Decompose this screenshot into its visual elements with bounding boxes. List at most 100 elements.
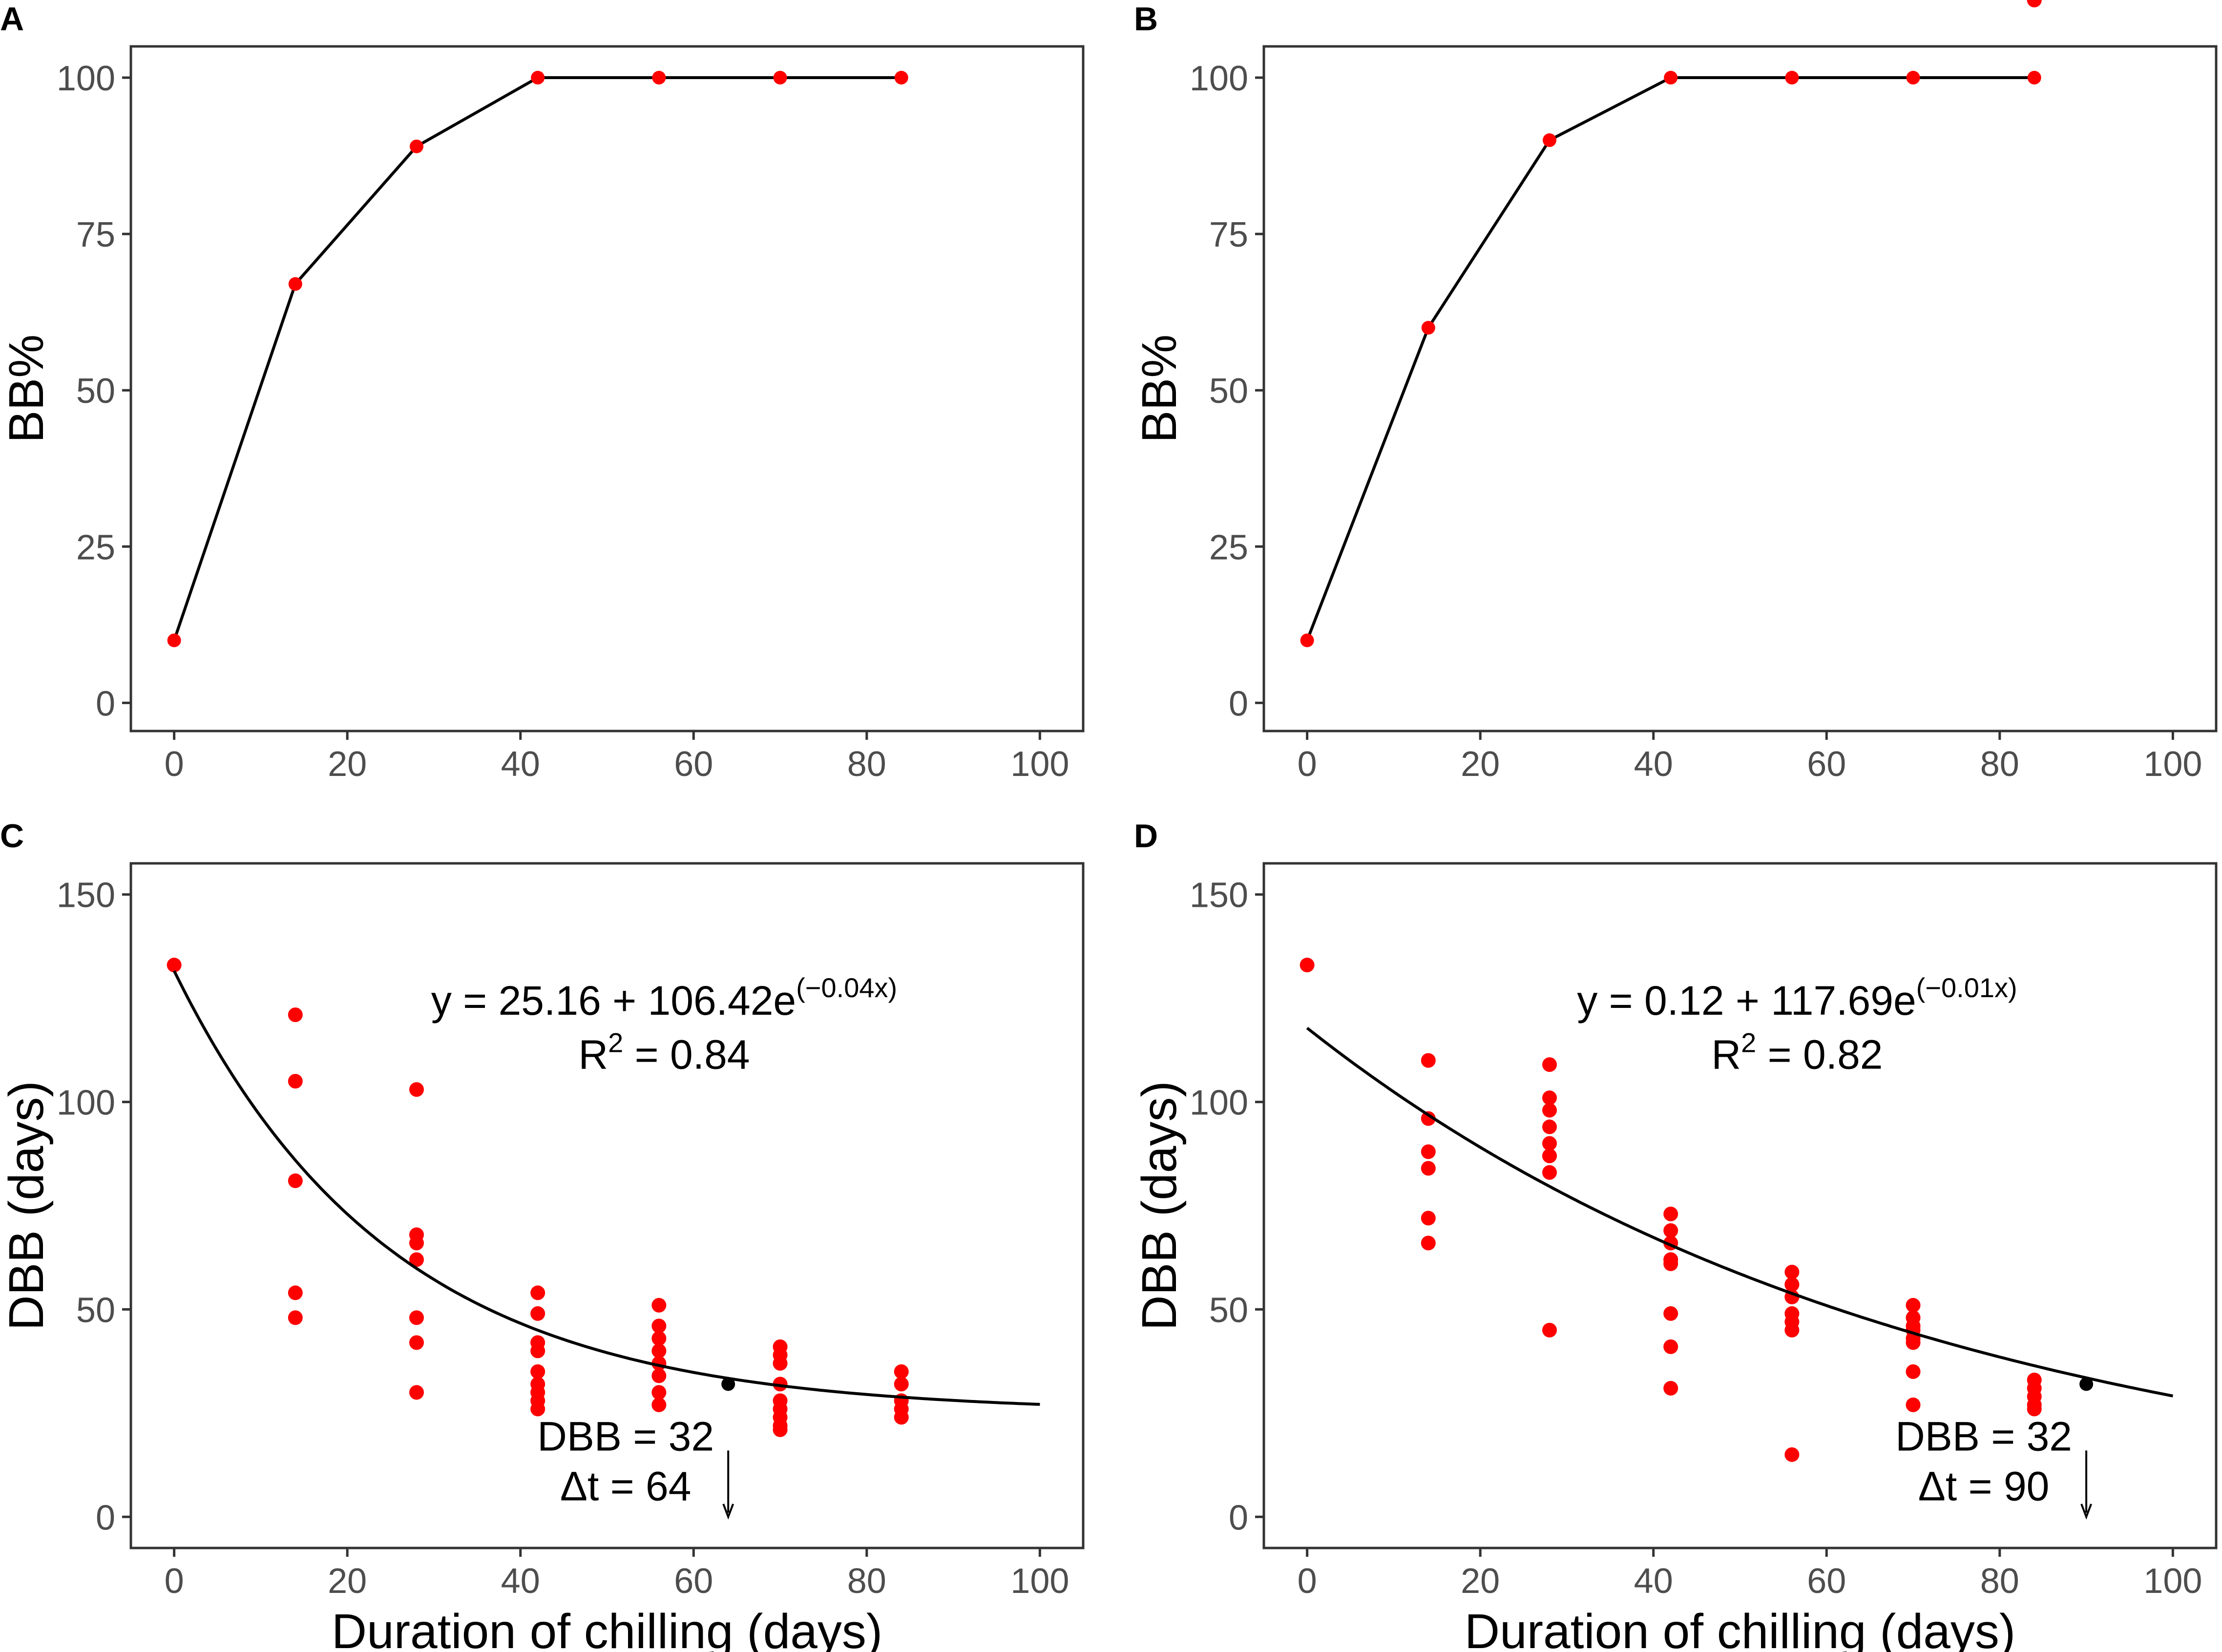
r-squared-label: R2 = 0.84: [578, 1027, 750, 1078]
x-tick-label: 20: [1461, 1562, 1500, 1601]
x-tick-label: 80: [1980, 1562, 2019, 1601]
marked-point: [2079, 1377, 2094, 1391]
data-point: [1542, 1136, 1557, 1151]
equation-main: y = 0.12 + 117.69e: [1577, 978, 1916, 1024]
chart-panel-b: 0 20 40 60 80 100 0 25 50 75 100 BB%: [1132, 45, 2218, 784]
data-point: [1663, 1306, 1678, 1321]
data-point: [1421, 1111, 1436, 1126]
y-axis-title: BB%: [1132, 335, 1187, 443]
data-point: [1542, 1057, 1557, 1072]
equation-exponent: (−0.04x): [796, 972, 897, 1003]
x-tick-label: 0: [165, 1562, 184, 1601]
data-point: [1421, 321, 1435, 335]
delta-t-label: Δt = 90: [1918, 1463, 2050, 1509]
data-point: [1906, 1297, 1921, 1313]
data-point: [1421, 1235, 1436, 1251]
x-tick-label: 40: [501, 745, 540, 784]
dbb-label: DBB = 32: [1895, 1413, 2072, 1459]
plot-frame: [129, 862, 1085, 1549]
data-point: [409, 1235, 424, 1251]
equation-label: y = 25.16 + 106.42e(−0.04x): [431, 972, 897, 1024]
chart-panel-c: 0 20 40 60 80 100 0 50 100 150 DBB (days) Duration …: [0, 862, 1085, 1652]
data-point: [1543, 133, 1556, 147]
panel-label-d: D: [1134, 817, 1158, 855]
fit-curve: [172, 970, 1040, 1406]
data-point: [2027, 1401, 2042, 1417]
y-tick-label: 0: [1229, 1498, 1248, 1537]
panel-label-b: B: [1134, 0, 1158, 38]
data-point: [288, 1074, 303, 1089]
delta-t-label: Δt = 64: [560, 1463, 692, 1509]
data-point: [1663, 1206, 1678, 1221]
x-tick-label: 80: [1980, 745, 2019, 784]
y-axis-title: DBB (days): [0, 1081, 54, 1330]
data-point: [2027, 0, 2042, 7]
r-squared-prefix: R: [1711, 1032, 1741, 1078]
data-point: [1663, 1223, 1678, 1238]
data-point: [288, 1285, 303, 1300]
x-axis-title: Duration of chilling (days): [1465, 1604, 2015, 1652]
y-tick-label: 100: [57, 1084, 115, 1123]
data-point: [288, 1173, 303, 1189]
x-tick-label: 60: [1807, 745, 1846, 784]
x-tick-label: 100: [1010, 745, 1069, 784]
x-tick-label: 0: [1298, 745, 1317, 784]
data-point: [773, 1356, 788, 1371]
x-tick-label: 20: [328, 1562, 367, 1601]
data-point: [288, 1310, 303, 1325]
arrow-head: [2080, 1504, 2092, 1520]
data-point: [167, 958, 182, 973]
data-point: [530, 1285, 545, 1300]
panel-label-c: C: [0, 817, 24, 855]
data-point: [1542, 1149, 1557, 1164]
data-point: [652, 71, 666, 85]
x-tick-label: 80: [847, 1562, 886, 1601]
y-tick-label: 0: [96, 684, 115, 723]
r-squared-label: R2 = 0.82: [1711, 1027, 1883, 1078]
data-point: [1906, 1364, 1921, 1379]
y-tick-label: 50: [1209, 1291, 1248, 1330]
data-point: [2027, 71, 2041, 85]
fit-curve: [1306, 1026, 2173, 1398]
y-tick-label: 50: [76, 1291, 115, 1330]
data-point: [1906, 1335, 1921, 1350]
data-point: [894, 1364, 909, 1379]
data-point: [1663, 1339, 1678, 1354]
x-tick-label: 20: [1461, 745, 1500, 784]
y-axis-title: BB%: [0, 335, 54, 443]
x-tick-label: 60: [1807, 1562, 1846, 1601]
data-point: [409, 1252, 424, 1267]
y-tick-label: 0: [1229, 684, 1248, 723]
x-axis-title: Duration of chilling (days): [332, 1604, 882, 1652]
data-point: [651, 1397, 667, 1412]
data-point: [1664, 71, 1678, 85]
chart-panel-a: 0 20 40 60 80 100 0 25 50 75 100 BB%: [0, 45, 1085, 784]
x-tick-label: 40: [1634, 1562, 1673, 1601]
series-line: [1305, 76, 2034, 641]
data-point: [1542, 1119, 1557, 1134]
data-point: [1300, 958, 1315, 973]
data-point: [530, 1306, 545, 1321]
data-point: [1784, 1322, 1800, 1338]
data-point: [530, 1364, 545, 1379]
data-point: [651, 1297, 667, 1313]
data-point: [410, 139, 423, 153]
x-tick-label: 80: [847, 745, 886, 784]
y-tick-label: 0: [96, 1498, 115, 1537]
data-point: [531, 71, 545, 85]
x-tick-label: 0: [165, 745, 184, 784]
data-point: [1663, 1380, 1678, 1396]
y-tick-label: 100: [57, 59, 115, 98]
data-point: [409, 1082, 424, 1097]
x-tick-label: 20: [328, 745, 367, 784]
equation-main: y = 25.16 + 106.42e: [431, 978, 796, 1024]
data-point: [1421, 1053, 1436, 1068]
y-tick-label: 75: [76, 215, 115, 254]
y-tick-label: 50: [76, 372, 115, 411]
x-tick-label: 60: [674, 745, 713, 784]
data-point: [530, 1401, 545, 1417]
x-tick-label: 100: [2143, 745, 2202, 784]
data-point: [894, 1377, 909, 1392]
data-point: [1784, 1277, 1800, 1292]
